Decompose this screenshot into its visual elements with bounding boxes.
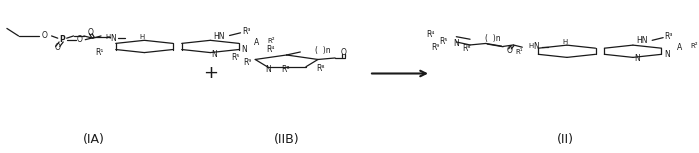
Text: R⁸: R⁸ — [316, 64, 324, 73]
Text: A: A — [677, 43, 682, 52]
Text: (II): (II) — [556, 133, 573, 146]
Text: H: H — [562, 39, 568, 45]
Text: O: O — [507, 46, 513, 55]
Text: N: N — [212, 50, 217, 59]
Text: N: N — [110, 34, 116, 43]
Text: O: O — [77, 35, 82, 44]
Text: R⁴: R⁴ — [426, 30, 434, 39]
Text: H: H — [106, 34, 110, 40]
Text: R³: R³ — [665, 32, 673, 41]
Text: H: H — [528, 43, 533, 49]
Text: R⁵: R⁵ — [440, 37, 448, 47]
Text: R⁵: R⁵ — [231, 53, 240, 62]
Text: R²: R² — [268, 38, 275, 44]
Text: (  )n: ( )n — [485, 34, 500, 43]
Text: N: N — [664, 50, 670, 59]
Text: R³: R³ — [242, 27, 250, 36]
Text: R¹: R¹ — [515, 49, 523, 55]
Text: R⁶: R⁶ — [281, 65, 289, 74]
Text: R²: R² — [691, 43, 698, 49]
Text: A: A — [254, 38, 259, 47]
Text: O: O — [55, 43, 61, 52]
Text: R¹: R¹ — [95, 48, 103, 57]
Text: (IA): (IA) — [83, 133, 105, 146]
Text: H: H — [140, 34, 145, 40]
Text: (  )n: ( )n — [315, 46, 331, 55]
Text: (IIB): (IIB) — [274, 133, 299, 146]
Text: P: P — [59, 35, 65, 44]
Text: N: N — [533, 42, 539, 51]
Text: N: N — [454, 39, 459, 48]
Text: O: O — [42, 31, 48, 40]
Text: R⁴: R⁴ — [266, 45, 274, 54]
Text: +: + — [203, 65, 219, 82]
Text: R⁹: R⁹ — [243, 58, 252, 67]
Text: HN: HN — [214, 32, 225, 41]
Text: R⁹: R⁹ — [431, 43, 440, 52]
Text: O: O — [88, 28, 94, 37]
Text: N: N — [266, 65, 271, 74]
Text: N: N — [241, 45, 247, 54]
Text: R⁸: R⁸ — [462, 44, 470, 53]
Text: HN: HN — [636, 36, 648, 45]
Text: N: N — [634, 54, 640, 63]
Text: O: O — [340, 48, 346, 57]
